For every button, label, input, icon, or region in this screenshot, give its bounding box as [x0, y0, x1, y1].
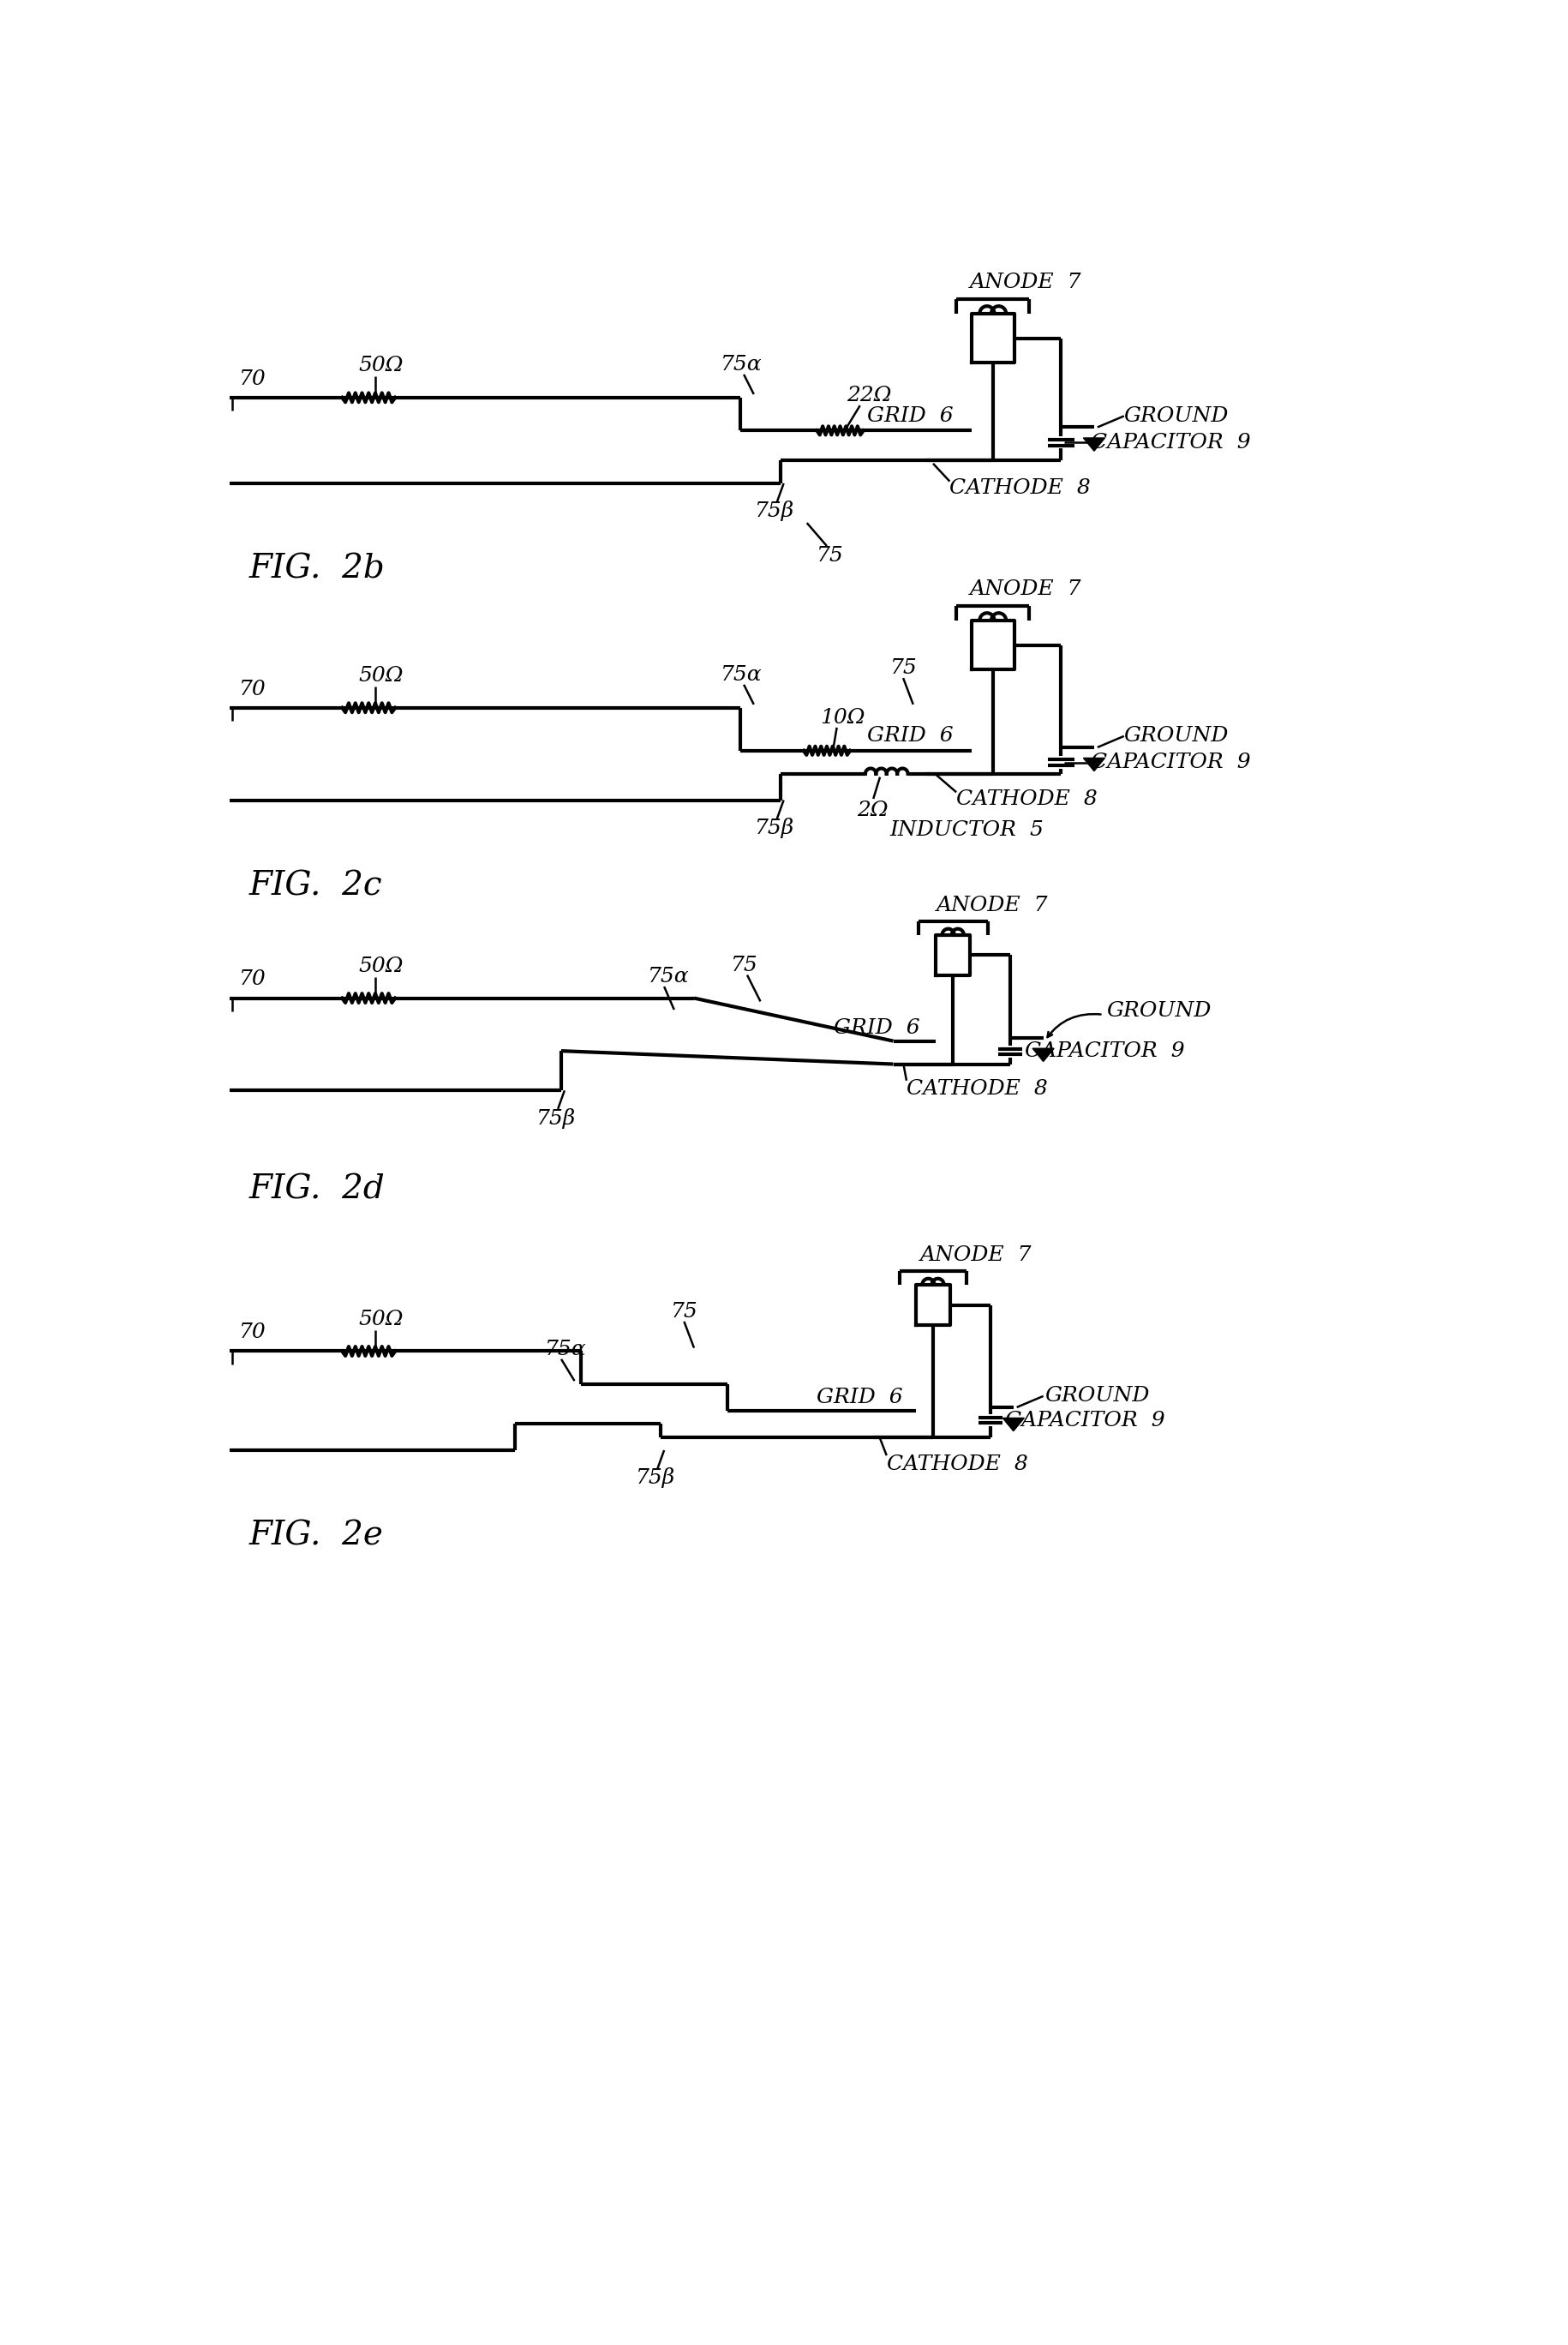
- Text: CAPACITOR  9: CAPACITOR 9: [1091, 431, 1251, 453]
- Polygon shape: [1083, 439, 1105, 450]
- Text: CAPACITOR  9: CAPACITOR 9: [1091, 753, 1251, 772]
- Text: GROUND: GROUND: [1124, 406, 1229, 427]
- Text: CAPACITOR  9: CAPACITOR 9: [1025, 1041, 1185, 1062]
- Text: 75β: 75β: [536, 1107, 575, 1128]
- Text: 75: 75: [817, 546, 844, 565]
- Text: 50Ω: 50Ω: [359, 1309, 403, 1330]
- Text: 75: 75: [731, 954, 757, 976]
- Text: 70: 70: [240, 1323, 267, 1344]
- Text: CATHODE  8: CATHODE 8: [956, 788, 1098, 809]
- Text: CAPACITOR  9: CAPACITOR 9: [1005, 1412, 1165, 1430]
- Text: GROUND: GROUND: [1107, 1001, 1210, 1020]
- Text: 75β: 75β: [635, 1468, 676, 1489]
- Text: GRID  6: GRID 6: [867, 727, 953, 746]
- Text: 70: 70: [240, 971, 267, 990]
- Text: GRID  6: GRID 6: [817, 1388, 903, 1407]
- Text: 22Ω: 22Ω: [847, 385, 892, 406]
- Text: 75: 75: [671, 1301, 698, 1323]
- Text: CATHODE  8: CATHODE 8: [950, 478, 1091, 497]
- Text: INDUCTOR  5: INDUCTOR 5: [891, 821, 1044, 840]
- Text: ANODE  7: ANODE 7: [936, 896, 1049, 915]
- Text: 50Ω: 50Ω: [359, 356, 403, 375]
- Polygon shape: [1083, 757, 1105, 772]
- Text: 10Ω: 10Ω: [820, 708, 866, 727]
- Polygon shape: [1002, 1419, 1024, 1430]
- Text: 75β: 75β: [756, 818, 795, 837]
- Text: GRID  6: GRID 6: [867, 406, 953, 427]
- Text: ANODE  7: ANODE 7: [969, 579, 1082, 598]
- Text: 75: 75: [891, 659, 917, 678]
- Text: 75α: 75α: [721, 666, 762, 685]
- Polygon shape: [1033, 1048, 1054, 1062]
- Text: FIG.  2e: FIG. 2e: [249, 1520, 384, 1552]
- Text: 75α: 75α: [648, 966, 690, 987]
- Text: 75α: 75α: [721, 354, 762, 375]
- Text: 2Ω: 2Ω: [856, 800, 887, 821]
- Text: 75β: 75β: [756, 502, 795, 521]
- Text: ANODE  7: ANODE 7: [969, 272, 1082, 291]
- Text: CATHODE  8: CATHODE 8: [906, 1079, 1047, 1100]
- Text: FIG.  2b: FIG. 2b: [249, 553, 386, 584]
- Text: GROUND: GROUND: [1044, 1386, 1149, 1407]
- Text: 75α: 75α: [544, 1339, 586, 1360]
- Text: FIG.  2d: FIG. 2d: [249, 1172, 386, 1205]
- Text: 70: 70: [240, 680, 267, 699]
- Text: 70: 70: [240, 368, 267, 389]
- Text: GRID  6: GRID 6: [834, 1018, 920, 1039]
- Text: 50Ω: 50Ω: [359, 666, 403, 687]
- Text: CATHODE  8: CATHODE 8: [886, 1454, 1027, 1475]
- Text: GROUND: GROUND: [1124, 727, 1229, 746]
- Text: FIG.  2c: FIG. 2c: [249, 870, 383, 903]
- Text: 50Ω: 50Ω: [359, 957, 403, 976]
- Text: ANODE  7: ANODE 7: [920, 1245, 1032, 1266]
